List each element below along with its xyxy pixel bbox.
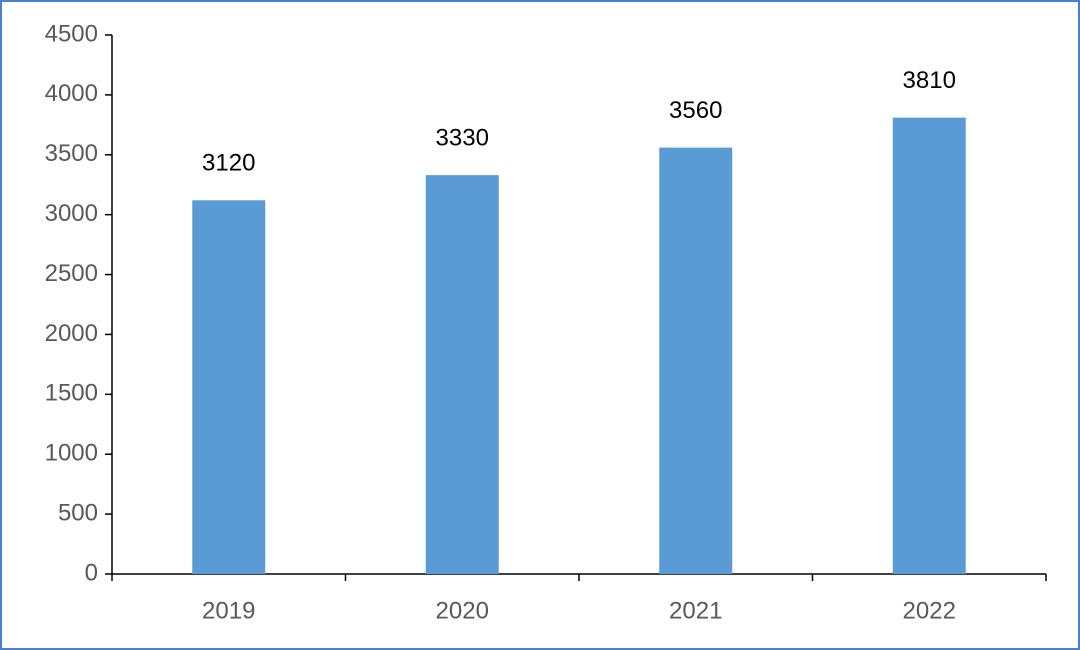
x-tick-label: 2019 (202, 597, 255, 624)
bar (192, 200, 266, 574)
data-label: 3120 (202, 150, 255, 177)
y-tick-label: 4500 (45, 20, 98, 47)
y-tick-label: 2500 (45, 260, 98, 287)
y-tick-label: 0 (85, 559, 98, 586)
bar (659, 147, 733, 574)
y-tick-label: 500 (58, 499, 98, 526)
y-tick-label: 2000 (45, 320, 98, 347)
bar (425, 175, 499, 574)
x-tick-label: 2020 (436, 597, 489, 624)
y-tick-label: 1000 (45, 440, 98, 467)
y-tick-label: 3500 (45, 140, 98, 167)
x-tick-label: 2022 (903, 597, 956, 624)
data-label: 3560 (669, 97, 722, 124)
y-tick-label: 4000 (45, 80, 98, 107)
data-label: 3810 (903, 67, 956, 94)
y-tick-label: 1500 (45, 380, 98, 407)
data-label: 3330 (436, 124, 489, 151)
bar (892, 117, 966, 574)
y-tick-label: 3000 (45, 200, 98, 227)
x-tick-label: 2021 (669, 597, 722, 624)
